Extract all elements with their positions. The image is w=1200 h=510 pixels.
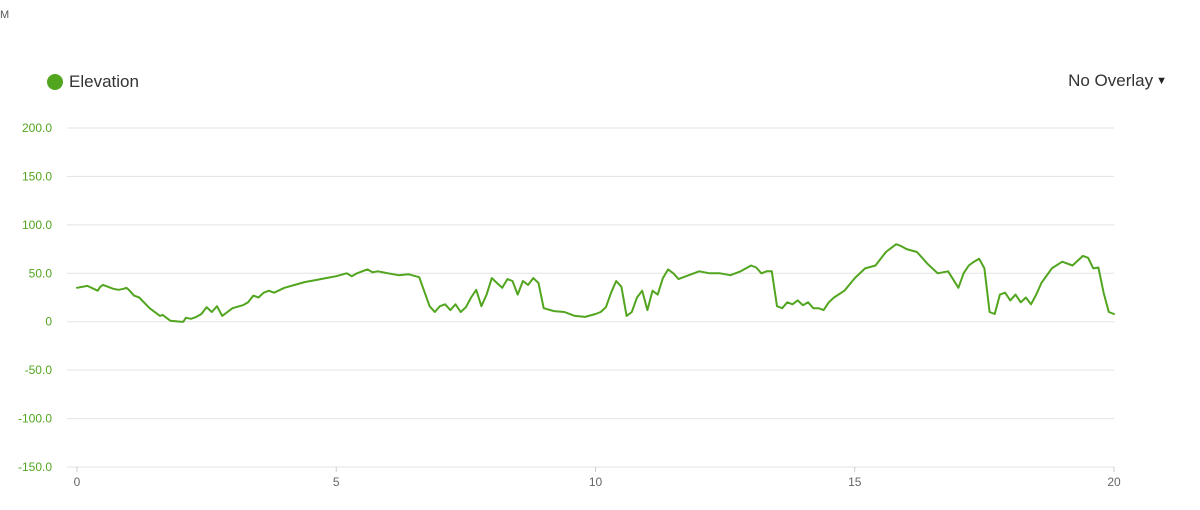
series-line-elevation xyxy=(76,243,1115,323)
grid-lines xyxy=(67,127,1114,468)
y-tick-label: -100.0 xyxy=(18,412,52,426)
overlay-selected-label: No Overlay xyxy=(1068,71,1154,90)
caret-down-icon: ▼ xyxy=(1156,75,1167,87)
overlay-dropdown[interactable]: No Overlay ▼ xyxy=(1068,71,1167,91)
y-tick-label: 100.0 xyxy=(22,218,52,232)
legend-dot-icon xyxy=(47,74,63,90)
y-tick-label: 150.0 xyxy=(22,169,52,183)
y-tick-label: 0 xyxy=(45,315,52,329)
x-tick-label: 10 xyxy=(589,475,603,489)
legend-label: Elevation xyxy=(69,72,139,91)
x-tick-label: 15 xyxy=(848,475,862,489)
series-layer xyxy=(76,243,1115,323)
x-tick-label: 0 xyxy=(74,475,81,489)
y-tick-label: -150.0 xyxy=(18,460,52,474)
y-tick-label: -50.0 xyxy=(25,363,53,377)
x-tick-label: 5 xyxy=(333,475,340,489)
y-tick-label: 50.0 xyxy=(29,266,53,280)
corner-mark: M xyxy=(0,9,10,21)
legend-elevation[interactable]: Elevation xyxy=(47,72,139,92)
x-axis-ticks: 0 5 10 15 20 xyxy=(74,467,1121,489)
y-tick-label: 200.0 xyxy=(22,121,52,135)
y-axis-ticks: 200.0 150.0 100.0 50.0 0 -50.0 -100.0 -150.0 xyxy=(18,121,52,474)
x-tick-label: 20 xyxy=(1107,475,1121,489)
